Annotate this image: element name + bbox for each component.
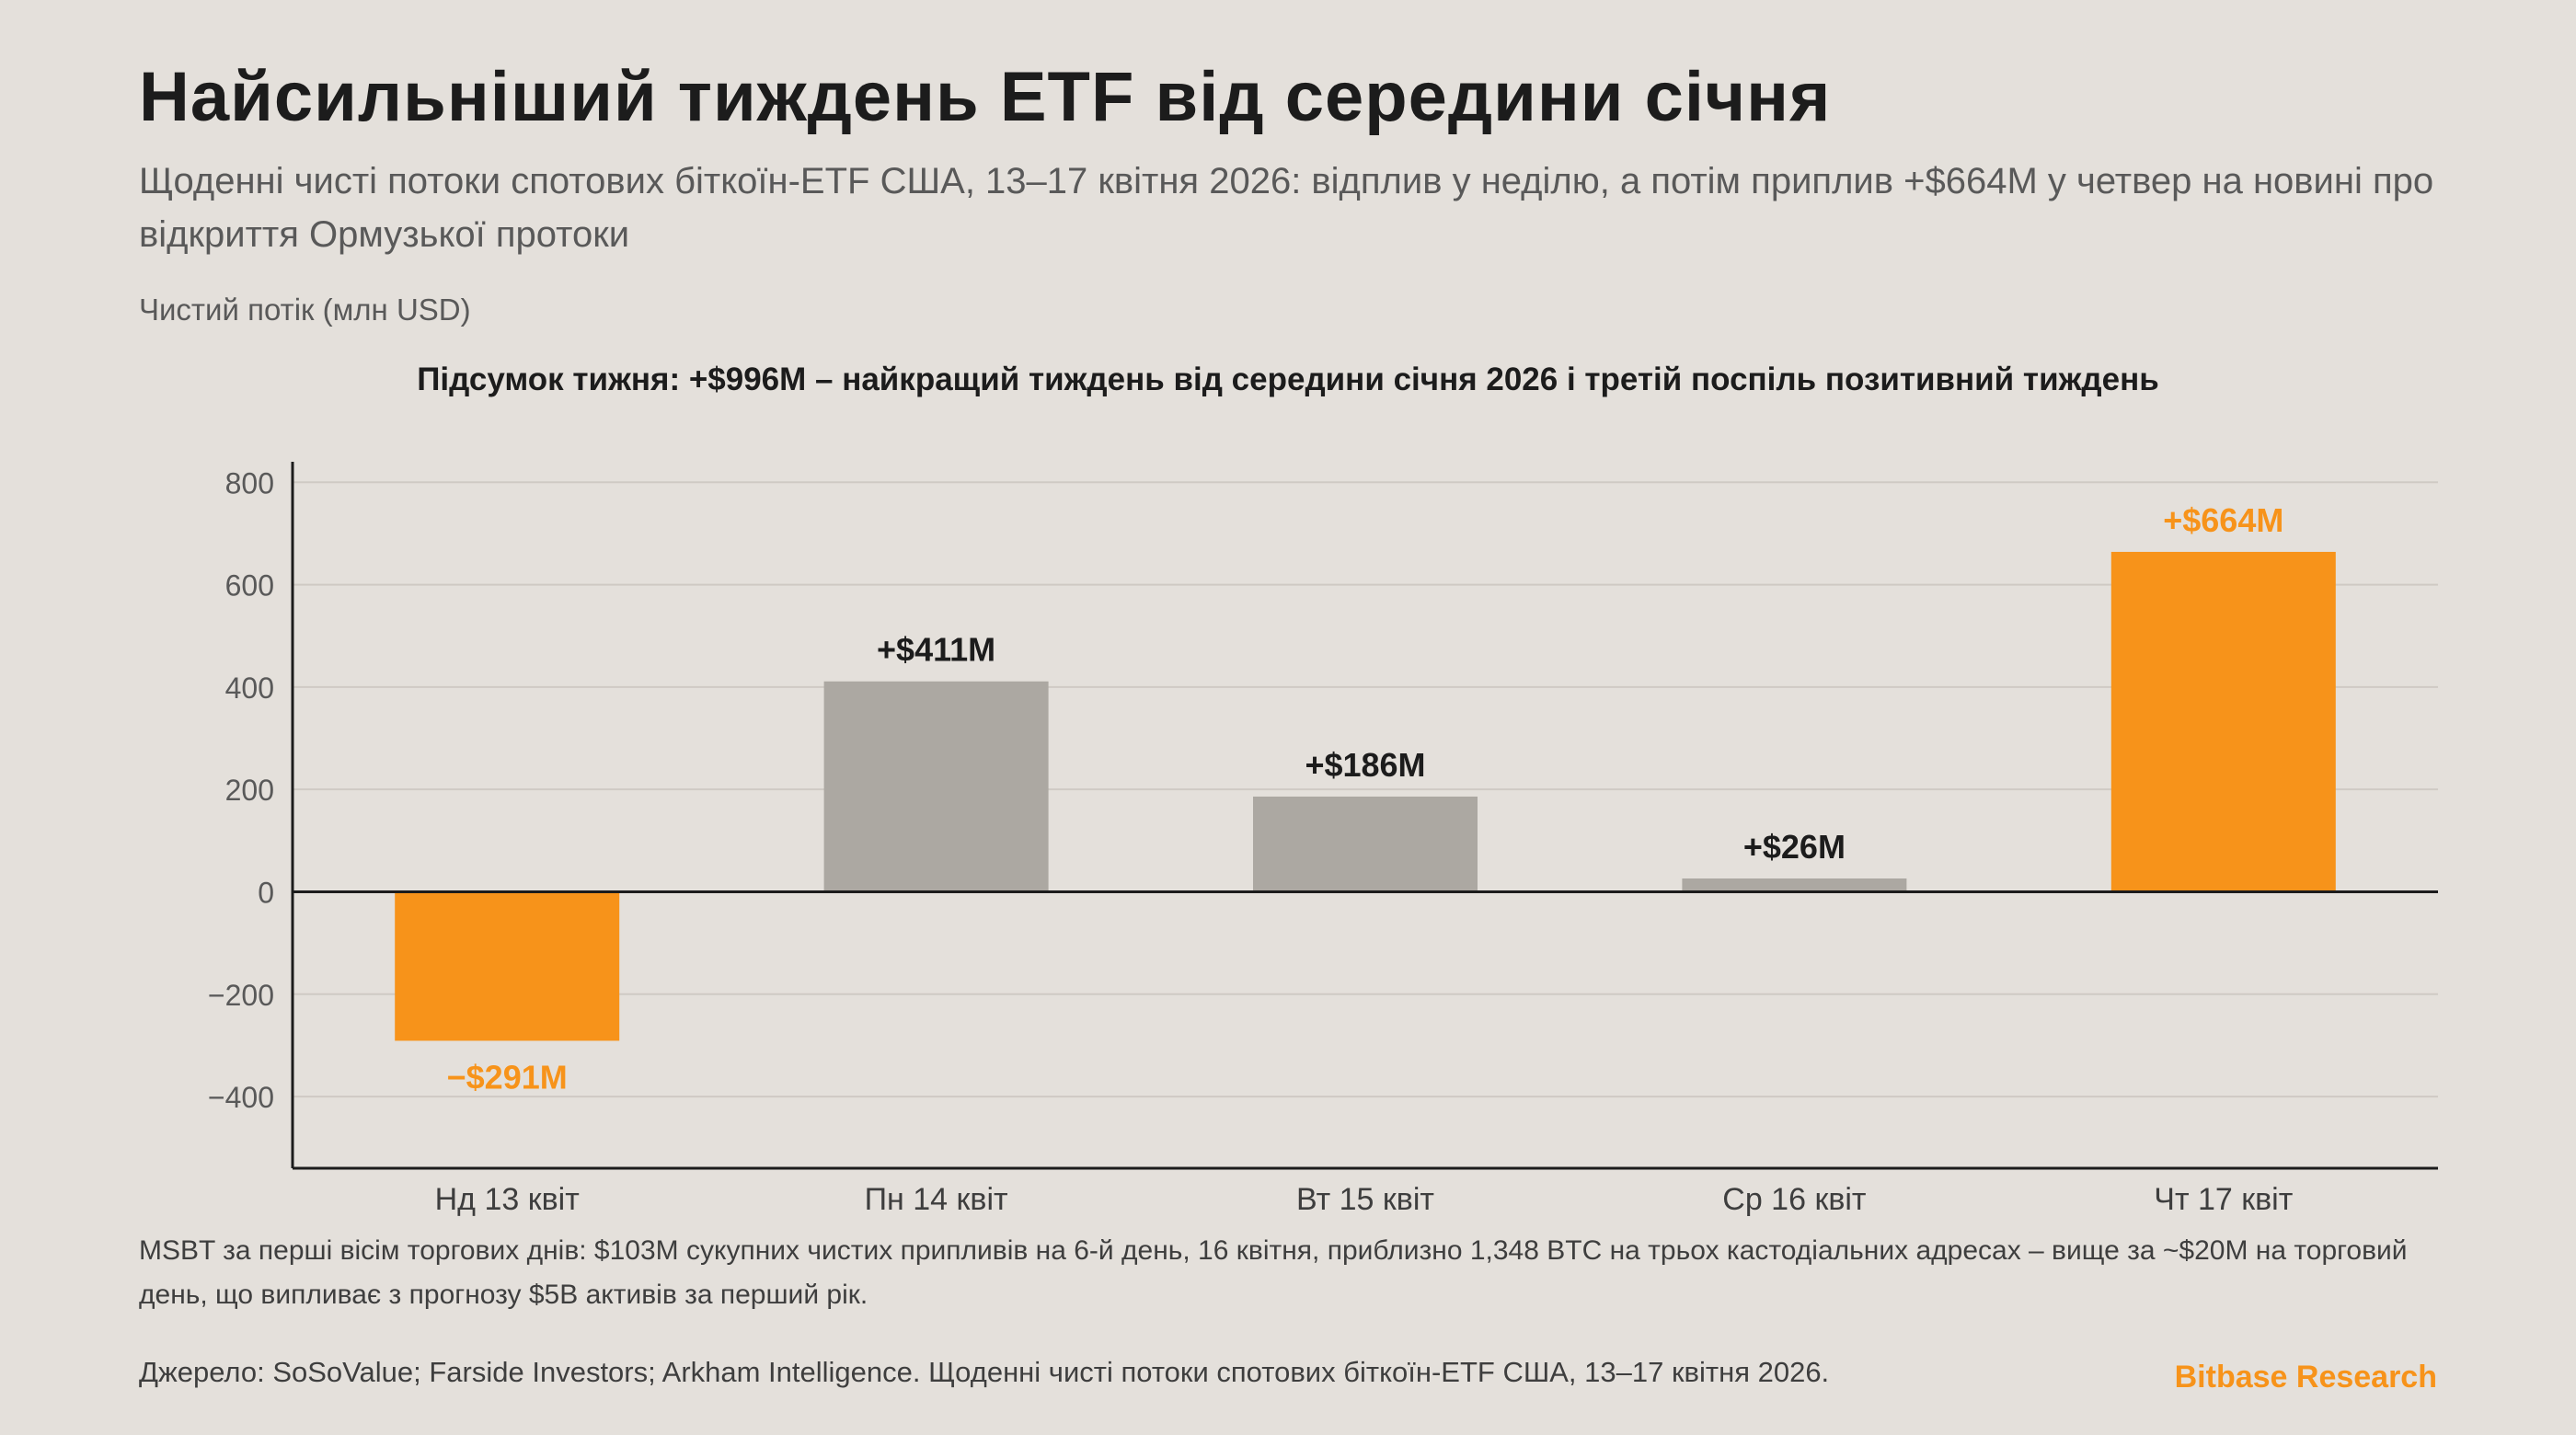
weekly-summary: Підсумок тижня: +$996M – найкращий тижде… <box>417 362 2159 397</box>
source-line: Джерело: SoSoValue; Farside Investors; A… <box>139 1356 1830 1388</box>
bar <box>1253 796 1478 892</box>
y-tick-label: 0 <box>258 876 274 909</box>
y-tick-label: 200 <box>225 774 274 807</box>
bar <box>823 681 1049 892</box>
labels: −400 −200 0 200 400 600 800 −$291M Нд 13 квіт +$4… <box>208 466 2293 1217</box>
bar <box>1682 878 1907 892</box>
footnote: MSBT за перші вісім торгових днів: $103M… <box>139 1235 2408 1310</box>
x-tick-label: Нд 13 квіт <box>435 1182 580 1217</box>
bar <box>2110 551 2336 892</box>
y-axis-label: Чистий потік (млн USD) <box>139 293 471 327</box>
y-tick-label: −400 <box>208 1081 274 1114</box>
x-tick-label: Чт 17 квіт <box>2154 1182 2293 1217</box>
brand-label: Bitbase Research <box>2174 1360 2437 1395</box>
grid-lines <box>293 481 2438 1098</box>
chart-title: Найсильніший тиждень ETF від середини сі… <box>139 58 1832 136</box>
y-tick-label: 600 <box>225 569 274 603</box>
data-label: −$291M <box>447 1058 568 1096</box>
data-label: +$664M <box>2163 501 2283 539</box>
bar <box>395 891 620 1041</box>
bars <box>395 551 2336 1041</box>
chart-subtitle: Щоденні чисті потоки спотових біткоїн-ET… <box>139 161 2434 255</box>
data-label: +$411M <box>877 631 995 669</box>
y-tick-label: −200 <box>208 979 274 1012</box>
x-tick-label: Пн 14 квіт <box>865 1182 1008 1217</box>
data-label: +$186M <box>1305 746 1425 784</box>
x-tick-label: Ср 16 квіт <box>1722 1182 1866 1217</box>
axes <box>291 462 2438 1170</box>
x-tick-label: Вт 15 квіт <box>1296 1182 1434 1217</box>
y-tick-label: 800 <box>225 466 274 499</box>
y-tick-label: 400 <box>225 672 274 705</box>
data-label: +$26M <box>1743 828 1846 866</box>
